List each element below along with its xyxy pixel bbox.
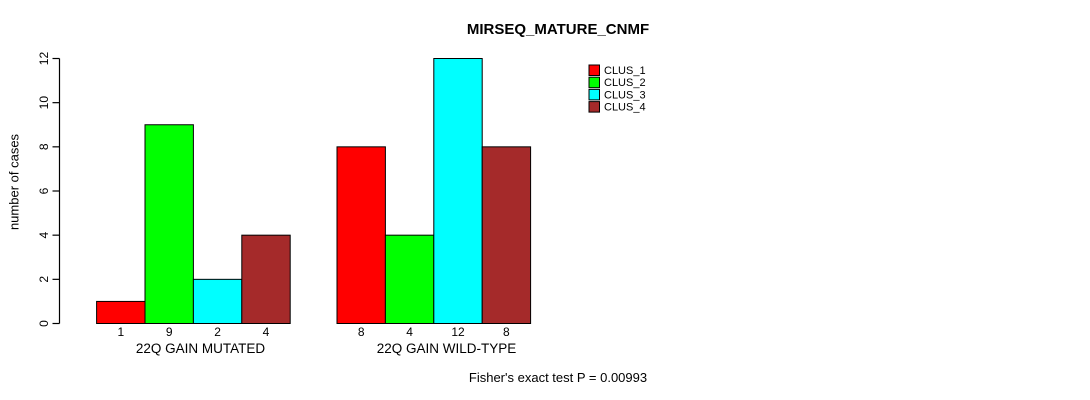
legend-swatch-clus_3 (588, 88, 600, 101)
legend-swatch-clus_1 (588, 64, 600, 76)
y-axis-tick-label: 10 (37, 96, 51, 110)
bar-value-label: 8 (358, 325, 365, 339)
bar-value-label: 12 (451, 325, 465, 339)
bar-value-label: 4 (263, 325, 270, 339)
bar-clus_3-group2 (433, 58, 483, 325)
y-axis-tick-label: 4 (37, 232, 51, 239)
legend-swatch-clus_4 (588, 101, 600, 113)
legend-label: CLUS_1 (604, 65, 646, 77)
y-axis-tick-label: 6 (37, 187, 51, 194)
bar-clus_1-group2 (336, 146, 386, 324)
y-axis-tick-label: 12 (37, 52, 51, 66)
bar-value-label: 1 (117, 325, 124, 339)
bar-value-label: 9 (166, 325, 173, 339)
group-label: 22Q GAIN MUTATED (136, 341, 266, 356)
bar-clus_1-group1 (96, 300, 146, 324)
y-axis-tick-label: 8 (37, 143, 51, 150)
bar-value-label: 8 (503, 325, 510, 339)
bar-clus_2-group1 (144, 124, 194, 324)
bar-clus_4-group1 (241, 234, 291, 324)
bar-clus_4-group2 (481, 146, 532, 324)
bar-value-label: 4 (406, 325, 413, 339)
legend-label: CLUS_2 (604, 77, 646, 89)
chart-title: MIRSEQ_MATURE_CNMF (466, 21, 650, 38)
legend-label: CLUS_4 (604, 102, 646, 114)
legend-label: CLUS_3 (604, 89, 646, 101)
group-label: 22Q GAIN WILD-TYPE (377, 341, 517, 356)
fisher-test-note: Fisher's exact test P = 0.00993 (468, 370, 648, 385)
legend-swatch-clus_2 (588, 76, 600, 89)
y-axis-tick-label: 2 (37, 276, 51, 283)
bar-clus_3-group1 (192, 278, 243, 325)
y-axis-tick-label: 0 (37, 320, 51, 327)
bar-clus_2-group2 (384, 234, 435, 324)
bar-value-label: 2 (214, 325, 221, 339)
